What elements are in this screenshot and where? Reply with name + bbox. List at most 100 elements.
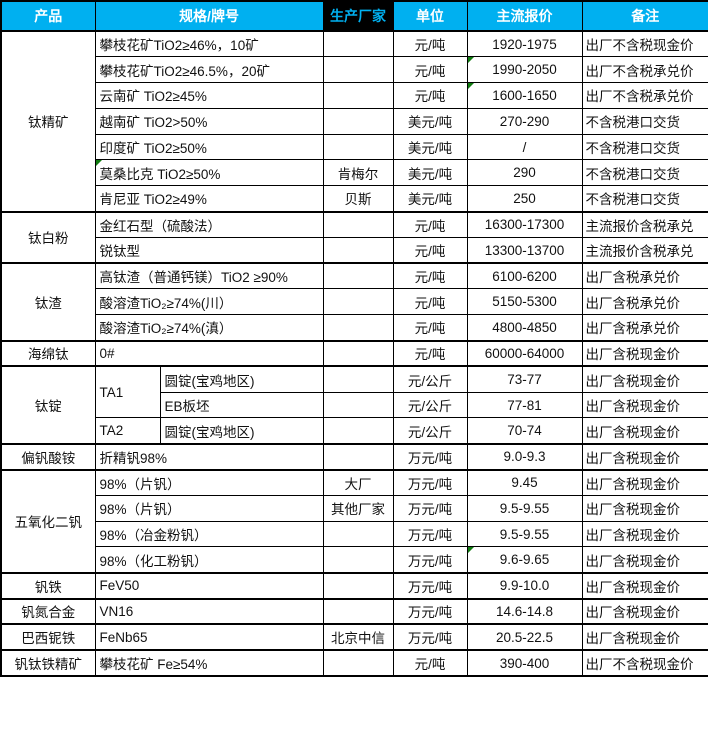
unit-cell: 万元/吨 [392, 597, 468, 625]
grade-cell: TA2 [94, 417, 161, 445]
unit-cell: 元/公斤 [392, 365, 468, 393]
spec-cell: 莫桑比克 TiO2≥50% [94, 159, 324, 187]
unit-cell: 元/吨 [392, 82, 468, 109]
maker-cell: 肯梅尔 [322, 159, 394, 187]
table-row: 印度矿 TiO2≥50% 美元/吨 / 不含税港口交货 [1, 133, 708, 161]
maker-cell [322, 133, 394, 161]
note-cell: 不含税港口交货 [581, 185, 708, 213]
unit-cell: 元/吨 [392, 236, 468, 264]
table-row: 钒钛铁精矿 攀枝花矿 Fe≥54% 元/吨 390-400 出厂不含税现金价 [0, 649, 708, 677]
unit-cell: 美元/吨 [392, 107, 468, 135]
spec-cell: VN16 [94, 597, 324, 625]
unit-cell: 万元/吨 [392, 571, 468, 600]
table-row: 钛渣 高钛渣（普通钙镁）TiO2 ≥90% 元/吨 6100-6200 出厂含税… [0, 262, 708, 342]
unit-cell: 美元/吨 [392, 159, 468, 187]
maker-cell [322, 546, 394, 574]
unit-cell: 元/吨 [392, 288, 468, 316]
table-row: 98%（冶金粉钒） 万元/吨 9.5-9.55 出厂含税现金价 [1, 520, 708, 548]
maker-cell: 大厂 [322, 468, 394, 496]
product-cell: 钛精矿 [0, 30, 96, 213]
unit-cell: 元/吨 [392, 339, 468, 367]
spec-cell: FeV50 [94, 571, 324, 600]
maker-cell [322, 520, 394, 548]
spec-cell: 圆锭(宝鸡地区) [159, 365, 324, 393]
unit-cell: 美元/吨 [392, 133, 468, 161]
maker-cell [322, 210, 394, 238]
unit-cell: 元/吨 [392, 649, 468, 677]
unit-cell: 元/公斤 [392, 417, 468, 445]
table-row: 钒氮合金 VN16 万元/吨 14.6-14.8 出厂含税现金价 [0, 597, 708, 625]
spec-cell: 越南矿 TiO2>50% [94, 107, 324, 135]
header-manufacturer: 生产厂家 [322, 0, 394, 32]
maker-cell [322, 571, 394, 600]
spec-cell: FeNb65 [94, 623, 324, 651]
table-row: 云南矿 TiO2≥45% 元/吨 1600-1650 出厂不含税承兑价 [1, 82, 708, 109]
price-cell: 390-400 [466, 649, 583, 677]
maker-cell: 其他厂家 [322, 494, 394, 522]
header-note: 备注 [581, 0, 708, 32]
spec-cell: 98%（片钒） [94, 468, 324, 496]
note-cell: 出厂不含税承兑价 [581, 82, 708, 109]
unit-cell: 万元/吨 [392, 520, 468, 548]
spec-cell: 肯尼亚 TiO2≥49% [94, 185, 324, 213]
note-cell: 出厂不含税承兑价 [581, 56, 708, 84]
spec-cell: 高钛渣（普通钙镁）TiO2 ≥90% [94, 262, 324, 290]
maker-cell [322, 442, 394, 471]
spec-cell: 折精钒98% [94, 442, 324, 471]
price-cell: 70-74 [466, 417, 583, 445]
table-row: 巴西铌铁 FeNb65 北京中信 万元/吨 20.5-22.5 出厂含税现金价 [0, 623, 708, 651]
product-cell: 钒铁 [0, 571, 96, 600]
maker-cell [322, 262, 394, 290]
price-cell: 16300-17300 [466, 210, 583, 238]
note-cell: 主流报价含税承兑 [581, 236, 708, 264]
note-cell: 出厂含税现金价 [581, 365, 708, 393]
table-row: 攀枝花矿TiO2≥46.5%，20矿 元/吨 1990-2050 出厂不含税承兑… [1, 56, 708, 84]
table-row: 五氧化二钒 98%（片钒） 大厂 万元/吨 9.45 出厂含税现金价 [0, 468, 708, 574]
note-cell: 出厂不含税现金价 [581, 30, 708, 58]
unit-cell: 美元/吨 [392, 185, 468, 213]
maker-cell [322, 597, 394, 625]
maker-cell [322, 30, 394, 58]
table-row: 锐钛型 元/吨 13300-13700 主流报价含税承兑 [1, 236, 708, 264]
price-cell: 250 [466, 185, 583, 213]
comment-triangle-icon [468, 547, 474, 554]
unit-cell: 万元/吨 [392, 468, 468, 496]
table-row: 偏钒酸铵 折精钒98% 万元/吨 9.0-9.3 出厂含税现金价 [0, 442, 708, 471]
maker-cell [322, 649, 394, 677]
price-cell: 9.9-10.0 [466, 571, 583, 600]
table-row: 98%（片钒） 其他厂家 万元/吨 9.5-9.55 出厂含税现金价 [1, 494, 708, 522]
table-row: 98%（化工粉钒） 万元/吨 9.6-9.65 出厂含税现金价 [1, 546, 708, 574]
product-cell: 钛锭 [0, 365, 96, 445]
header-unit: 单位 [392, 0, 468, 32]
table-row: 海绵钛 0# 元/吨 60000-64000 出厂含税现金价 [0, 339, 708, 367]
note-cell: 不含税港口交货 [581, 159, 708, 187]
note-cell: 出厂含税现金价 [581, 442, 708, 471]
price-cell: 9.0-9.3 [466, 442, 583, 471]
note-cell: 出厂含税现金价 [581, 417, 708, 445]
note-cell: 出厂含税现金价 [581, 391, 708, 419]
price-cell: 9.6-9.65 [466, 546, 583, 574]
price-cell: 9.5-9.55 [466, 494, 583, 522]
note-cell: 出厂含税现金价 [581, 546, 708, 574]
comment-triangle-icon [468, 83, 474, 90]
spec-cell: EB板坯 [159, 391, 324, 419]
maker-cell [322, 236, 394, 264]
grade-cell: TA1 [94, 365, 161, 419]
spec-cell: 锐钛型 [94, 236, 324, 264]
price-cell: 73-77 [466, 365, 583, 393]
spec-cell: 攀枝花矿TiO2≥46.5%，20矿 [94, 56, 324, 84]
note-cell: 出厂含税现金价 [581, 494, 708, 522]
price-cell: / [466, 133, 583, 161]
note-cell: 出厂含税承兑价 [581, 314, 708, 342]
header-spec: 规格/牌号 [94, 0, 324, 32]
price-cell: 5150-5300 [466, 288, 583, 316]
maker-cell: 北京中信 [322, 623, 394, 651]
price-table: 产品 规格/牌号 生产厂家 单位 主流报价 备注 钛精矿 攀枝花矿TiO2≥46… [0, 0, 708, 677]
spec-cell: 云南矿 TiO2≥45% [94, 82, 324, 109]
spec-cell: 印度矿 TiO2≥50% [94, 133, 324, 161]
product-cell: 五氧化二钒 [0, 468, 96, 574]
product-cell: 巴西铌铁 [0, 623, 96, 651]
table-row: 莫桑比克 TiO2≥50% 肯梅尔 美元/吨 290 不含税港口交货 [1, 159, 708, 187]
price-cell: 9.45 [466, 468, 583, 496]
note-cell: 出厂含税现金价 [581, 468, 708, 496]
